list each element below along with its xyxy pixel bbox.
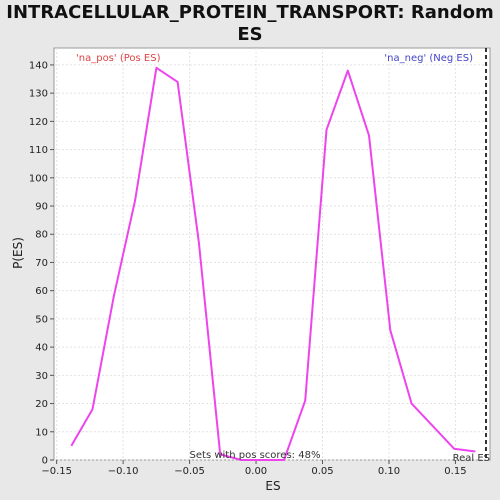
y-axis-title: P(ES) xyxy=(11,237,25,269)
x-tick-label: 0.10 xyxy=(378,466,400,477)
real-es-label: Real ES xyxy=(453,453,490,464)
y-tick-label: 20 xyxy=(35,399,48,410)
y-tick-label: 130 xyxy=(29,89,48,100)
y-tick-label: 40 xyxy=(35,343,48,354)
y-tick-label: 60 xyxy=(35,286,48,297)
grid xyxy=(54,48,490,461)
x-tick-label: 0.15 xyxy=(444,466,466,477)
neg-es-label: 'na_neg' (Neg ES) xyxy=(384,53,473,64)
series-line xyxy=(70,66,476,461)
plot-area xyxy=(53,47,491,461)
x-tick-label: 0.00 xyxy=(245,466,267,477)
y-tick-label: 120 xyxy=(29,117,48,128)
title-line-1: INTRACELLULAR_PROTEIN_TRANSPORT: Random … xyxy=(6,2,494,45)
x-tick-label: 0.05 xyxy=(311,466,333,477)
y-tick-label: 110 xyxy=(29,145,48,156)
x-tick-label: −0.05 xyxy=(174,466,205,477)
y-tick-label: 70 xyxy=(35,258,48,269)
sets-pos-scores-text: Sets with pos scores: 48% xyxy=(190,450,321,461)
y-tick-label: 30 xyxy=(35,371,48,382)
y-tick-label: 0 xyxy=(42,456,48,467)
y-tick-label: 90 xyxy=(35,202,48,213)
y-tick-label: 100 xyxy=(29,173,48,184)
x-tick-label: −0.10 xyxy=(108,466,139,477)
series-layer xyxy=(70,66,476,461)
y-tick-label: 140 xyxy=(29,60,48,71)
x-tick-label: −0.15 xyxy=(41,466,72,477)
axes: 0 10 20 30 40 50 60 70 80 90 100 110 120 130 140 −0.15 −… xyxy=(29,60,467,477)
y-tick-label: 50 xyxy=(35,314,48,325)
pos-es-label: 'na_pos' (Pos ES) xyxy=(76,53,161,64)
y-tick-label: 80 xyxy=(35,230,48,241)
x-axis-title: ES xyxy=(265,479,280,493)
y-tick-label: 10 xyxy=(35,427,48,438)
